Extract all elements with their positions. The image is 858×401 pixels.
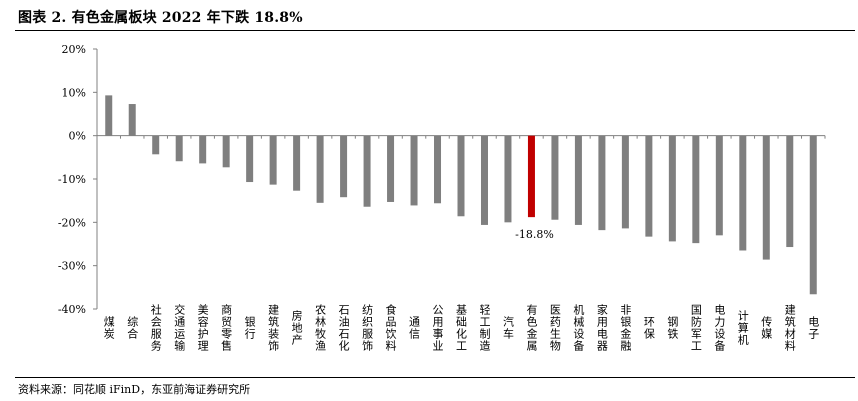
category-label: 煤炭 — [102, 316, 115, 340]
category-label: 建筑装饰 — [267, 303, 280, 352]
category-label: 国防军工 — [689, 304, 702, 352]
category-label: 环保 — [642, 316, 655, 340]
y-tick-label: -10% — [58, 173, 86, 186]
category-label: 农林牧渔 — [314, 303, 327, 352]
bar-20 — [551, 135, 559, 220]
category-label: 社会服务 — [149, 303, 162, 352]
source-note: 资料来源：同花顺 iFinD，东亚前海证券研究所 — [18, 383, 251, 396]
bar-13 — [387, 135, 395, 202]
y-tick-label: 0% — [69, 130, 86, 143]
bar-22 — [598, 135, 606, 231]
category-label: 银行 — [243, 315, 256, 340]
y-tick-label: 10% — [62, 86, 86, 99]
bar-1 — [105, 95, 113, 136]
category-label: 非银金融 — [619, 304, 632, 352]
bar-19 — [527, 135, 535, 218]
category-label: 汽车 — [501, 315, 514, 340]
bar-25 — [668, 135, 676, 242]
bar-3 — [152, 135, 160, 155]
category-label: 医药生物 — [548, 304, 561, 352]
bar-6 — [222, 135, 230, 168]
category-label: 商贸零售 — [220, 303, 233, 352]
category-label: 通信 — [408, 316, 421, 340]
bar-27 — [715, 135, 723, 236]
category-label: 钢铁 — [666, 316, 679, 340]
category-label: 纺织服饰 — [361, 303, 374, 352]
category-label: 机械设备 — [572, 303, 585, 352]
highlight-value-label: -18.8% — [515, 228, 554, 241]
bar-31 — [809, 135, 817, 295]
y-tick-label: -20% — [58, 216, 86, 229]
category-label: 交通运输 — [173, 303, 186, 352]
bar-7 — [246, 135, 254, 183]
category-label: 基础化工 — [455, 304, 468, 352]
bar-2 — [128, 104, 136, 136]
figure-title: 图表 2. 有色金属板块 2022 年下跌 18.8% — [18, 10, 303, 26]
category-label: 房地产 — [290, 310, 303, 346]
bar-15 — [434, 135, 442, 204]
category-label: 有色金属 — [525, 303, 538, 352]
bar-8 — [269, 135, 277, 185]
bar-30 — [786, 135, 794, 248]
bar-21 — [574, 135, 582, 225]
title-divider — [15, 30, 855, 31]
bar-5 — [199, 135, 207, 164]
bar-28 — [739, 135, 747, 251]
bar-29 — [762, 135, 770, 260]
bar-4 — [175, 135, 183, 162]
y-tick-label: -40% — [58, 303, 86, 316]
bar-17 — [480, 135, 488, 225]
bar-11 — [340, 135, 348, 198]
category-label: 轻工制造 — [478, 303, 491, 352]
category-label: 石油石化 — [337, 304, 350, 352]
bar-16 — [457, 135, 465, 217]
category-label: 建筑材料 — [783, 303, 796, 352]
source-divider — [15, 377, 855, 378]
bar-18 — [504, 135, 512, 223]
category-label: 综合 — [126, 315, 139, 340]
y-tick-label: -30% — [58, 260, 86, 273]
category-label: 食品饮料 — [384, 303, 397, 352]
bar-26 — [692, 135, 700, 244]
category-label: 公用事业 — [431, 304, 444, 352]
category-label: 传媒 — [760, 316, 773, 340]
bar-23 — [621, 135, 629, 229]
bar-10 — [316, 135, 324, 203]
category-label: 电力设备 — [713, 304, 726, 352]
category-label: 电子 — [807, 316, 820, 340]
category-label: 家用电器 — [595, 303, 608, 352]
y-tick-label: 20% — [62, 43, 86, 56]
category-label: 美容护理 — [196, 304, 209, 352]
bar-24 — [645, 135, 653, 237]
bar-12 — [363, 135, 371, 207]
category-label: 计算机 — [736, 310, 749, 346]
bar-14 — [410, 135, 418, 206]
bar-9 — [293, 135, 301, 191]
